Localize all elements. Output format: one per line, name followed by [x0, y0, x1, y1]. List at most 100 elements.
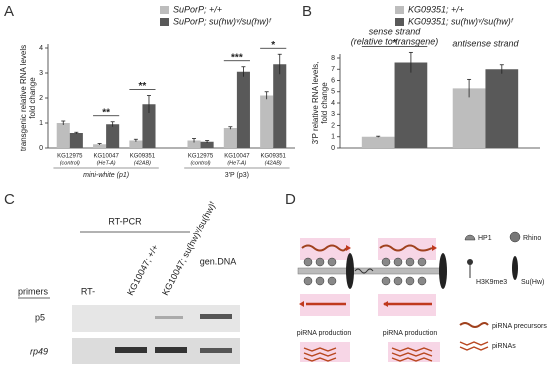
- y-tick-label: 7: [331, 66, 335, 73]
- y-tick-label: 3: [331, 111, 335, 118]
- y-tick-label: 4: [331, 100, 335, 107]
- rows-header: primers: [18, 286, 49, 296]
- lane-label: KG10047; +/+: [125, 243, 160, 297]
- x-tick-label: KG10047: [93, 154, 119, 160]
- su-hw: [346, 253, 354, 289]
- bar: [273, 64, 287, 148]
- linker: [354, 268, 374, 274]
- production-label: piRNA production: [297, 330, 352, 337]
- y-tick-label: 4: [39, 45, 43, 52]
- group-label: 3'P (p3): [225, 172, 249, 179]
- bar: [200, 141, 214, 148]
- y-axis-label: transgenic relative RNA levels: [19, 45, 28, 151]
- y-axis-label: fold change: [28, 77, 37, 119]
- legend-label: KG09351; +/+: [408, 4, 464, 14]
- panel-label: C: [4, 191, 15, 208]
- y-tick-label: 2: [331, 122, 335, 129]
- legend-swatch: [395, 18, 404, 26]
- x-tick-sublabel: (HeT-A): [227, 160, 246, 166]
- group-label: mini-white (p1): [83, 172, 129, 179]
- bar: [106, 124, 120, 148]
- significance-label: ***: [231, 52, 243, 63]
- y-tick-label: 0: [39, 145, 43, 152]
- precursor: [301, 244, 347, 252]
- y-tick-label: 5: [331, 89, 335, 96]
- band: [155, 347, 187, 353]
- bar: [93, 144, 107, 148]
- bar: [394, 62, 428, 148]
- lane-label: KG10047; su(hw)ᵛ/su(hw)ᶠ: [160, 200, 218, 297]
- lane-label: RT-: [81, 286, 95, 296]
- x-tick-label: KG12975: [57, 154, 83, 160]
- legend-swatch: [160, 6, 169, 14]
- significance-label: *: [271, 40, 275, 51]
- band: [155, 316, 183, 319]
- significance-label: **: [102, 107, 110, 118]
- gel-panel: RT-PCR primers RT- KG10047; +/+ KG10047;…: [18, 200, 240, 364]
- nucleosomes: [303, 257, 427, 286]
- legend-label: SuPorP; +/+: [173, 4, 222, 14]
- legend-swatch: [395, 6, 404, 14]
- x-tick-sublabel: (control): [190, 160, 210, 166]
- band: [200, 314, 232, 319]
- band: [115, 347, 147, 353]
- x-tick-label: KG09351: [261, 154, 287, 160]
- band: [200, 348, 232, 353]
- y-axis-label: fold change: [320, 82, 329, 124]
- bar: [56, 123, 70, 148]
- legend-label: KG09351; su(hw)ᵛ/su(hw)ᶠ: [408, 16, 514, 26]
- x-tick-sublabel: (42AB): [265, 160, 282, 166]
- diagram-panel: piRNA production piRNA production HP1 Rh…: [297, 231, 547, 362]
- x-tick-label: KG10047: [224, 154, 250, 160]
- legend-label: Rhino: [523, 235, 541, 242]
- panel-label: D: [285, 191, 296, 208]
- legend-label: SuPorP; su(hw)ᵛ/su(hw)ᶠ: [173, 16, 272, 26]
- bar: [485, 69, 519, 148]
- x-tick-label: KG12975: [188, 154, 214, 160]
- significance-label: *: [393, 38, 397, 49]
- bar: [452, 88, 486, 148]
- pirnas: [303, 347, 433, 362]
- pirna-box: [388, 342, 440, 362]
- bar: [361, 136, 395, 148]
- legend-label: piRNA precursors: [492, 323, 547, 330]
- legend-label: H3K9me3: [476, 279, 507, 286]
- precursor: [379, 244, 433, 252]
- h3k9me3-icon: [467, 259, 473, 265]
- precursor-icon: [459, 322, 489, 328]
- su-hw-icon: [512, 256, 518, 280]
- bar: [69, 133, 83, 148]
- y-tick-label: 8: [331, 55, 335, 62]
- bar: [187, 140, 201, 148]
- y-tick-label: 2: [39, 95, 43, 102]
- panel-label: A: [4, 3, 14, 20]
- x-tick-label: sense strand: [369, 26, 422, 36]
- panel-label: B: [302, 3, 312, 20]
- x-tick-sublabel: (control): [60, 160, 80, 166]
- y-tick-label: 1: [331, 134, 335, 141]
- significance-label: **: [139, 81, 147, 92]
- rhino-icon: [509, 231, 521, 243]
- legend-label: HP1: [478, 235, 492, 242]
- bar: [129, 140, 143, 148]
- x-tick-label: KG09351: [130, 154, 156, 160]
- su-hw: [439, 253, 447, 289]
- method-label: RT-PCR: [108, 216, 142, 226]
- pirna-icon: [459, 341, 489, 351]
- y-tick-label: 1: [39, 120, 43, 127]
- bar: [142, 104, 156, 148]
- production-label: piRNA production: [383, 330, 438, 337]
- legend-label: piRNAs: [492, 343, 516, 350]
- x-tick-sublabel: (42AB): [134, 160, 151, 166]
- pirna-box: [300, 342, 350, 362]
- x-tick-sublabel: (HeT-A): [97, 160, 116, 166]
- hp1-icon: [464, 234, 476, 241]
- bar: [223, 128, 237, 148]
- legend-label: Su(Hw): [521, 279, 544, 286]
- lane-label: gen.DNA: [200, 256, 237, 266]
- bar: [260, 95, 274, 148]
- x-tick-label: antisense strand: [452, 38, 519, 48]
- y-tick-label: 0: [331, 145, 335, 152]
- row-label: p5: [35, 312, 45, 322]
